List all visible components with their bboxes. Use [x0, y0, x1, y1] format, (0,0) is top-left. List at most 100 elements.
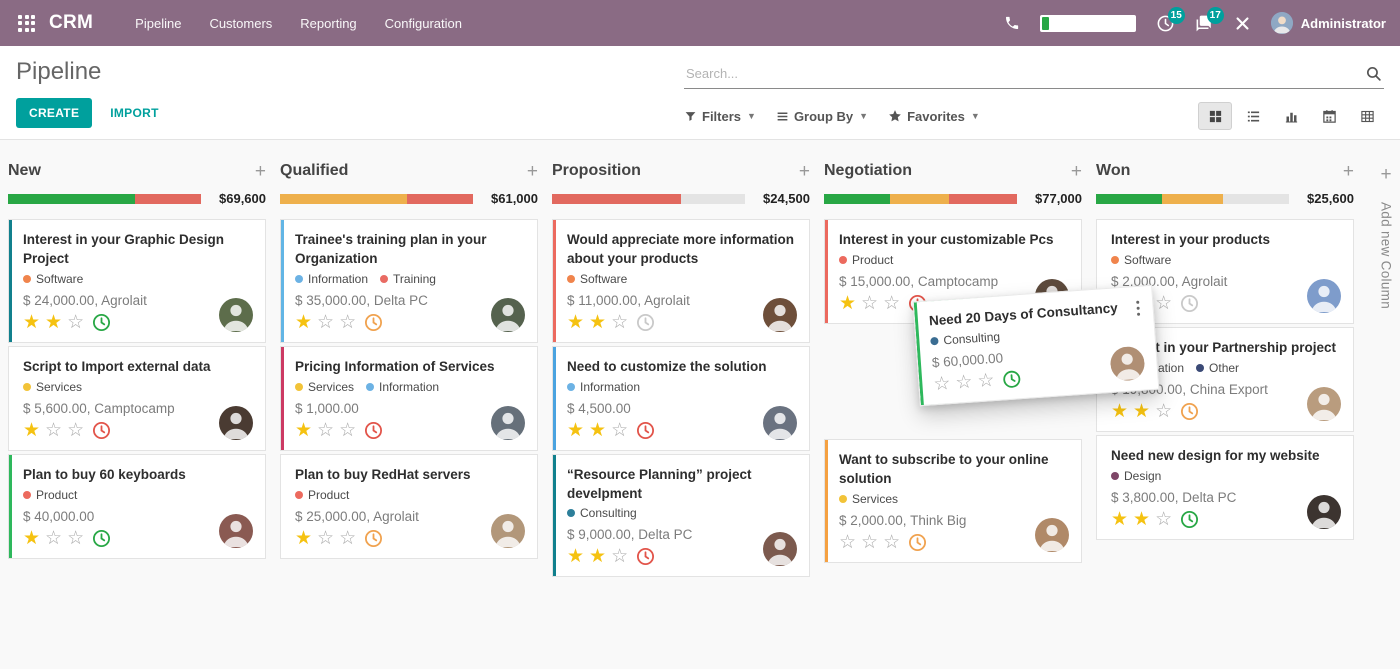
star-icon[interactable]: ☆ [954, 371, 974, 394]
activity-clock-icon[interactable] [1180, 402, 1199, 421]
star-icon[interactable]: ☆ [45, 527, 63, 549]
search-input[interactable] [684, 60, 1384, 88]
debug-tools-icon[interactable] [1234, 15, 1251, 32]
list-view-button[interactable] [1236, 102, 1270, 130]
card-tag[interactable]: Consulting [930, 329, 1000, 348]
column-title[interactable]: New [8, 162, 41, 179]
star-icon[interactable]: ★ [1133, 400, 1151, 422]
app-brand[interactable]: CRM [49, 12, 94, 33]
card-tag[interactable]: Consulting [567, 506, 637, 520]
star-icon[interactable]: ☆ [611, 546, 629, 568]
card-tag[interactable]: Other [1196, 361, 1239, 375]
kanban-card[interactable]: “Resource Planning” project develpment Co… [552, 453, 810, 578]
menu-item-reporting[interactable]: Reporting [300, 15, 357, 31]
quick-add-icon[interactable]: + [254, 160, 266, 182]
star-icon[interactable]: ☆ [839, 531, 857, 553]
star-icon[interactable]: ★ [23, 311, 41, 333]
kanban-card[interactable]: Interest in your Graphic Design Project S… [8, 219, 266, 343]
progress-segment-success[interactable] [8, 193, 136, 204]
progress-segment-danger[interactable] [949, 193, 1017, 204]
activity-clock-icon[interactable] [92, 421, 111, 440]
activity-clock-icon[interactable] [92, 529, 111, 548]
star-icon[interactable]: ☆ [883, 292, 901, 314]
activity-clock-icon[interactable] [1180, 294, 1199, 313]
activity-clock-icon[interactable] [908, 533, 927, 552]
calendar-view-button[interactable] [1312, 102, 1346, 130]
kanban-card[interactable]: Plan to buy RedHat servers Product $ 25,00… [280, 453, 538, 559]
card-tag[interactable]: Services [295, 380, 354, 394]
quick-add-icon[interactable]: + [526, 160, 538, 182]
import-button[interactable]: IMPORT [110, 106, 159, 120]
card-tag[interactable]: Product [23, 488, 77, 502]
star-icon[interactable]: ☆ [976, 369, 996, 393]
card-tag[interactable]: Information [295, 272, 368, 286]
activity-clock-icon[interactable] [1180, 510, 1199, 529]
star-icon[interactable]: ☆ [861, 292, 879, 314]
kanban-card[interactable]: Need to customize the solution Informatio… [552, 345, 810, 451]
star-icon[interactable]: ☆ [932, 372, 952, 396]
messages-systray-icon[interactable]: 17 [1195, 6, 1224, 33]
card-tag[interactable]: Software [1111, 253, 1171, 267]
search-icon[interactable] [1365, 65, 1382, 87]
filters-dropdown[interactable]: Filters ▼ [684, 109, 756, 124]
progress-segment-success[interactable] [824, 193, 890, 204]
column-progressbar[interactable] [824, 193, 1017, 204]
column-title[interactable]: Qualified [280, 162, 349, 179]
card-tag[interactable]: Design [1111, 469, 1161, 483]
create-button[interactable]: CREATE [16, 98, 93, 128]
add-new-column-button[interactable]: + Add new Column [1368, 158, 1400, 669]
card-kebab-menu-icon[interactable] [1133, 296, 1142, 321]
star-icon[interactable]: ★ [589, 419, 607, 441]
progress-segment-danger[interactable] [552, 193, 682, 204]
card-tag[interactable]: Software [567, 272, 627, 286]
column-progressbar[interactable] [280, 193, 473, 204]
card-tag[interactable]: Product [839, 253, 893, 267]
star-icon[interactable]: ★ [45, 311, 63, 333]
star-icon[interactable]: ☆ [883, 531, 901, 553]
menu-item-configuration[interactable]: Configuration [384, 15, 462, 31]
favorites-dropdown[interactable]: Favorites ▼ [888, 109, 980, 124]
star-icon[interactable]: ★ [1111, 400, 1129, 422]
activities-systray-icon[interactable]: 15 [1156, 6, 1185, 33]
column-title[interactable]: Won [1096, 162, 1131, 179]
progress-segment-danger[interactable] [407, 193, 473, 204]
activity-clock-icon[interactable] [1002, 369, 1022, 389]
star-icon[interactable]: ☆ [317, 311, 335, 333]
star-icon[interactable]: ☆ [1155, 292, 1173, 314]
star-icon[interactable]: ★ [1133, 508, 1151, 530]
kanban-card[interactable]: Need 20 Days of Consultancy Consulting $ 6… [912, 284, 1160, 407]
quick-add-icon[interactable]: + [1070, 160, 1082, 182]
column-progressbar[interactable] [1096, 193, 1289, 204]
kanban-view-button[interactable] [1198, 102, 1232, 130]
star-icon[interactable]: ★ [567, 311, 585, 333]
activity-clock-icon[interactable] [364, 421, 383, 440]
user-menu[interactable]: Administrator [1270, 12, 1386, 34]
star-icon[interactable]: ☆ [339, 419, 357, 441]
phone-icon[interactable] [1004, 15, 1020, 31]
star-icon[interactable]: ★ [839, 292, 857, 314]
star-icon[interactable]: ☆ [1155, 400, 1173, 422]
column-progressbar[interactable] [552, 193, 745, 204]
progress-segment-danger[interactable] [135, 193, 201, 204]
star-icon[interactable]: ★ [589, 546, 607, 568]
kanban-card[interactable]: Plan to buy 60 keyboards Product $ 40,000.… [8, 453, 266, 559]
star-icon[interactable]: ★ [23, 419, 41, 441]
star-icon[interactable]: ☆ [611, 419, 629, 441]
pivot-view-button[interactable] [1350, 102, 1384, 130]
progress-segment-warning[interactable] [889, 193, 950, 204]
timer-widget[interactable] [1039, 14, 1136, 32]
star-icon[interactable]: ☆ [67, 527, 85, 549]
menu-item-customers[interactable]: Customers [209, 15, 273, 31]
star-icon[interactable]: ☆ [339, 311, 357, 333]
card-tag[interactable]: Information [567, 380, 640, 394]
kanban-card[interactable]: Trainee's training plan in your Organiza… [280, 219, 538, 343]
column-title[interactable]: Proposition [552, 162, 641, 179]
progress-segment-success[interactable] [1096, 193, 1162, 204]
star-icon[interactable]: ☆ [1155, 508, 1173, 530]
star-icon[interactable]: ★ [295, 311, 313, 333]
activity-clock-icon[interactable] [364, 313, 383, 332]
activity-clock-icon[interactable] [636, 313, 655, 332]
star-icon[interactable]: ☆ [45, 419, 63, 441]
star-icon[interactable]: ★ [589, 311, 607, 333]
card-tag[interactable]: Information [366, 380, 439, 394]
